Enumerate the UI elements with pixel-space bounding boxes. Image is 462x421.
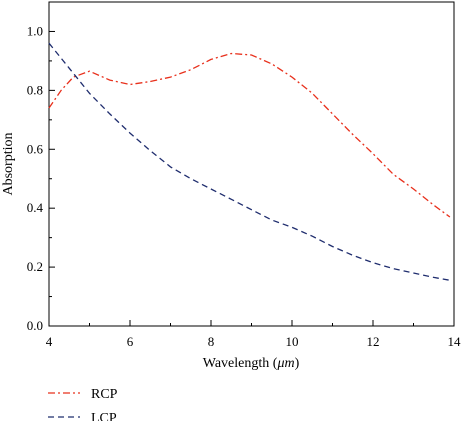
x-tick-label: 6	[127, 334, 134, 349]
x-tick-label: 14	[448, 334, 462, 349]
y-tick-label: 0.6	[27, 141, 44, 156]
y-tick-label: 0.8	[27, 82, 43, 97]
x-tick-label: 4	[46, 334, 53, 349]
x-tick-label: 8	[208, 334, 215, 349]
y-tick-label: 0.2	[27, 259, 43, 274]
plot-frame	[48, 1, 455, 327]
x-axis-title-suffix: )	[295, 356, 300, 371]
x-axis-title-prefix: Wavelength (	[203, 356, 278, 371]
y-tick-label: 0.4	[27, 200, 44, 215]
legend: RCP LCP	[48, 387, 118, 421]
series-line-rcp	[48, 52, 451, 218]
y-axis-title: Absorption	[1, 133, 16, 196]
plot-area	[48, 1, 455, 327]
legend-label-lcp: LCP	[91, 411, 117, 421]
series-line-lcp	[48, 42, 451, 281]
legend-label-rcp: RCP	[91, 387, 118, 402]
x-axis-title-unit: μm	[276, 356, 294, 371]
x-axis-title: Wavelength (μm)	[203, 356, 300, 371]
series-lines	[48, 42, 451, 281]
y-tick-label: 0.0	[27, 318, 43, 333]
axis-ticks: 4 6 8 10 12 14 0.0 0.2 0.4 0.6 0.8 1.0	[27, 23, 461, 349]
x-tick-label: 10	[286, 334, 299, 349]
y-tick-label: 1.0	[27, 23, 43, 38]
x-tick-label: 12	[367, 334, 380, 349]
